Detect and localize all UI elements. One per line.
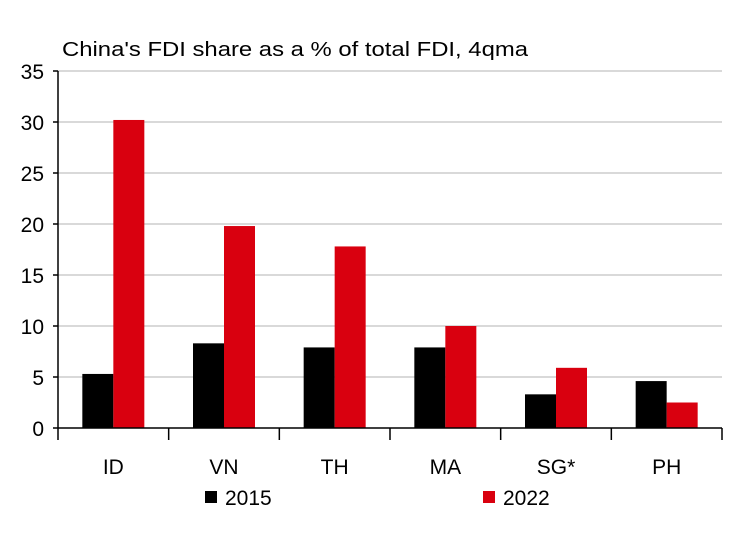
bar-2022-TH [334,246,366,428]
x-tick-label: MA [430,456,462,479]
bar-2022-MA [445,326,477,428]
legend: 2015 2022 [205,487,550,510]
y-tick-label: 25 [21,163,44,186]
axes: 0 5 10 15 20 25 30 35 ID VN TH MA SG* PH [21,61,723,479]
x-tick-label: SG* [537,456,576,479]
y-tick-label: 0 [32,418,44,441]
y-tick-label: 15 [21,265,44,288]
bar-2015-VN [193,343,224,428]
y-tick-label: 35 [21,61,44,84]
bar-2022-PH [666,402,698,428]
x-tick-label: PH [652,456,681,479]
bar-2022-VN [224,226,255,428]
legend-label: 2015 [225,487,272,510]
y-tick-label: 30 [21,112,44,135]
y-tick-label: 10 [21,316,44,339]
legend-swatch-2015 [205,491,217,503]
chart-title: China's FDI share as a % of total FDI, 4… [62,39,529,61]
x-tick-label: TH [321,456,349,479]
gridlines [58,70,722,378]
x-tick-label: VN [209,456,238,479]
bar-2015-MA [414,347,446,428]
legend-label: 2022 [503,487,550,510]
bar-2022-SG* [556,367,587,428]
y-tick-label: 20 [21,214,44,237]
bar-2022-ID [113,119,145,429]
bar-2015-TH [303,347,335,428]
bar-2015-PH [635,381,667,428]
y-tick-label: 5 [32,367,44,390]
bar-2015-SG* [525,394,556,428]
legend-swatch-2022 [483,491,495,503]
x-tick-label: ID [103,456,124,479]
bar-2015-ID [82,373,114,428]
bars [82,119,698,429]
